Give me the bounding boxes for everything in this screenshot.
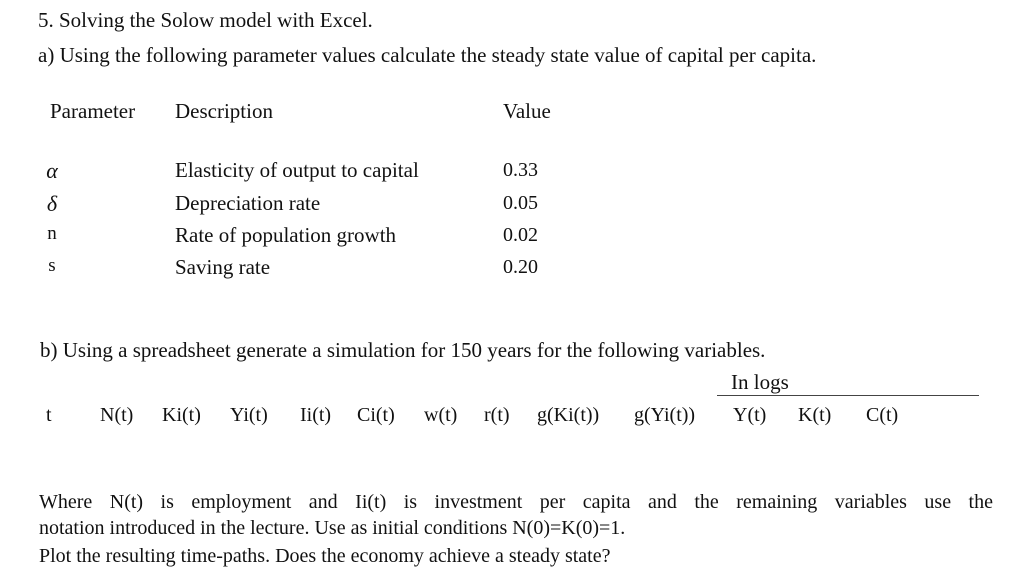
in-logs-underline bbox=[717, 395, 979, 396]
parameter-symbol-s: s bbox=[48, 255, 56, 276]
variable-n: N(t) bbox=[100, 404, 134, 426]
parameter-description: Elasticity of output to capital bbox=[175, 158, 419, 182]
parameter-value: 0.33 bbox=[503, 159, 538, 181]
part-b-question: b) Using a spreadsheet generate a simula… bbox=[40, 338, 766, 362]
variable-g-yi: g(Yi(t)) bbox=[634, 404, 696, 426]
parameter-value: 0.20 bbox=[503, 256, 538, 278]
variable-yi: Yi(t) bbox=[230, 404, 268, 426]
parameter-symbol-alpha: α bbox=[46, 158, 58, 183]
column-header-value: Value bbox=[503, 99, 551, 123]
instructions-line-3: Plot the resulting time-paths. Does the … bbox=[39, 545, 611, 567]
column-header-description: Description bbox=[175, 99, 273, 123]
parameter-symbol-n: n bbox=[47, 223, 57, 244]
variable-w: w(t) bbox=[424, 404, 458, 426]
instructions-line-1: Where N(t) is employment and Ii(t) is in… bbox=[39, 491, 993, 513]
parameter-description: Depreciation rate bbox=[175, 191, 321, 215]
variable-r: r(t) bbox=[484, 404, 510, 426]
part-a-question: a) Using the following parameter values … bbox=[38, 43, 817, 67]
variable-log-y: Y(t) bbox=[733, 404, 767, 426]
variable-ki: Ki(t) bbox=[162, 404, 201, 426]
variable-t: t bbox=[46, 404, 52, 426]
exercise-title: 5. Solving the Solow model with Excel. bbox=[38, 8, 373, 32]
variable-log-k: K(t) bbox=[798, 404, 832, 426]
variable-ci: Ci(t) bbox=[357, 404, 395, 426]
in-logs-label: In logs bbox=[731, 370, 789, 394]
variable-log-c: C(t) bbox=[866, 404, 899, 426]
parameter-value: 0.02 bbox=[503, 224, 538, 246]
column-header-parameter: Parameter bbox=[50, 99, 136, 123]
parameter-description: Saving rate bbox=[175, 255, 271, 279]
instructions-line-2: notation introduced in the lecture. Use … bbox=[39, 517, 626, 539]
variable-ii: Ii(t) bbox=[300, 404, 332, 426]
variable-g-ki: g(Ki(t)) bbox=[537, 404, 600, 426]
parameter-symbol-delta: δ bbox=[46, 191, 58, 216]
parameter-description: Rate of population growth bbox=[175, 223, 397, 247]
parameter-value: 0.05 bbox=[503, 192, 538, 214]
